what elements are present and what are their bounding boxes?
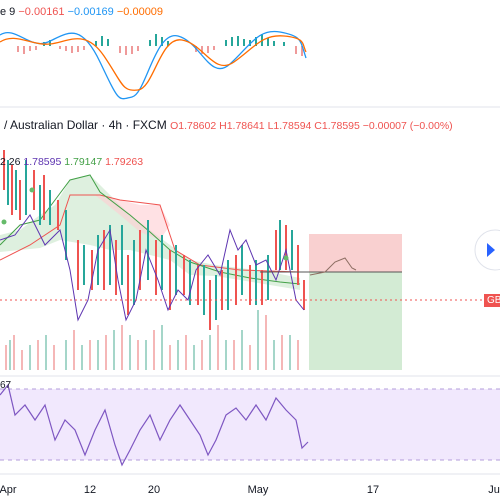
- play-icon: [487, 243, 495, 257]
- macd-histogram-negative: [17, 46, 303, 56]
- take-profit-zone: [309, 272, 402, 370]
- ohlc-value: O1.78602: [170, 120, 217, 132]
- candles-bullish: [7, 160, 293, 320]
- macd-line: [0, 30, 307, 100]
- macd-label: e 9 −0.00161 −0.00169 −0.00009: [0, 6, 163, 18]
- rsi-band: [0, 389, 500, 460]
- rsi-label: 67: [0, 380, 12, 391]
- signal-dot: [283, 255, 289, 261]
- ohlc-value: C1.78595: [314, 120, 360, 132]
- lagging-span: [0, 214, 305, 322]
- price-tag: GB: [487, 295, 500, 306]
- indicator-value: 1.79263: [105, 156, 144, 168]
- time-label: 17: [366, 484, 380, 496]
- symbol-header: / Australian Dollar · 4h · FXCM O1.78602…: [4, 118, 453, 132]
- indicator-value: 1.79147: [64, 156, 103, 168]
- indicator-header: 2 26 1.78595 1.79147 1.79263: [0, 156, 143, 168]
- indicator-params: 2 26: [0, 156, 21, 168]
- time-label: Ju: [488, 484, 500, 496]
- time-label: Apr: [0, 484, 17, 496]
- macd-value: −0.00161: [18, 6, 65, 18]
- volume-bearish: [5, 315, 299, 370]
- time-label: May: [247, 484, 269, 496]
- macd-value: −0.00169: [67, 6, 114, 18]
- stop-loss-zone: [309, 234, 402, 272]
- signal-dot: [29, 187, 35, 193]
- symbol: / Australian Dollar · 4h · FXCM: [4, 118, 167, 132]
- time-label: 12: [83, 484, 97, 496]
- macd-params: e 9: [0, 6, 16, 18]
- volume-bullish: [9, 310, 291, 370]
- candles-bearish: [3, 150, 305, 330]
- ohlc-value: L1.78594: [267, 120, 312, 132]
- signal-line: [0, 35, 307, 91]
- macd-value: −0.00009: [116, 6, 164, 18]
- time-label: 20: [147, 484, 161, 496]
- indicator-value: 1.78595: [23, 156, 62, 168]
- change-value: −0.00007 (−0.00%): [362, 120, 453, 132]
- base-line: [0, 194, 301, 273]
- signal-dot: [1, 219, 7, 225]
- price-tag-bg: [484, 294, 500, 307]
- projection-line: [309, 257, 357, 276]
- ohlc-value: H1.78641: [219, 120, 265, 132]
- rsi-line: [0, 383, 309, 467]
